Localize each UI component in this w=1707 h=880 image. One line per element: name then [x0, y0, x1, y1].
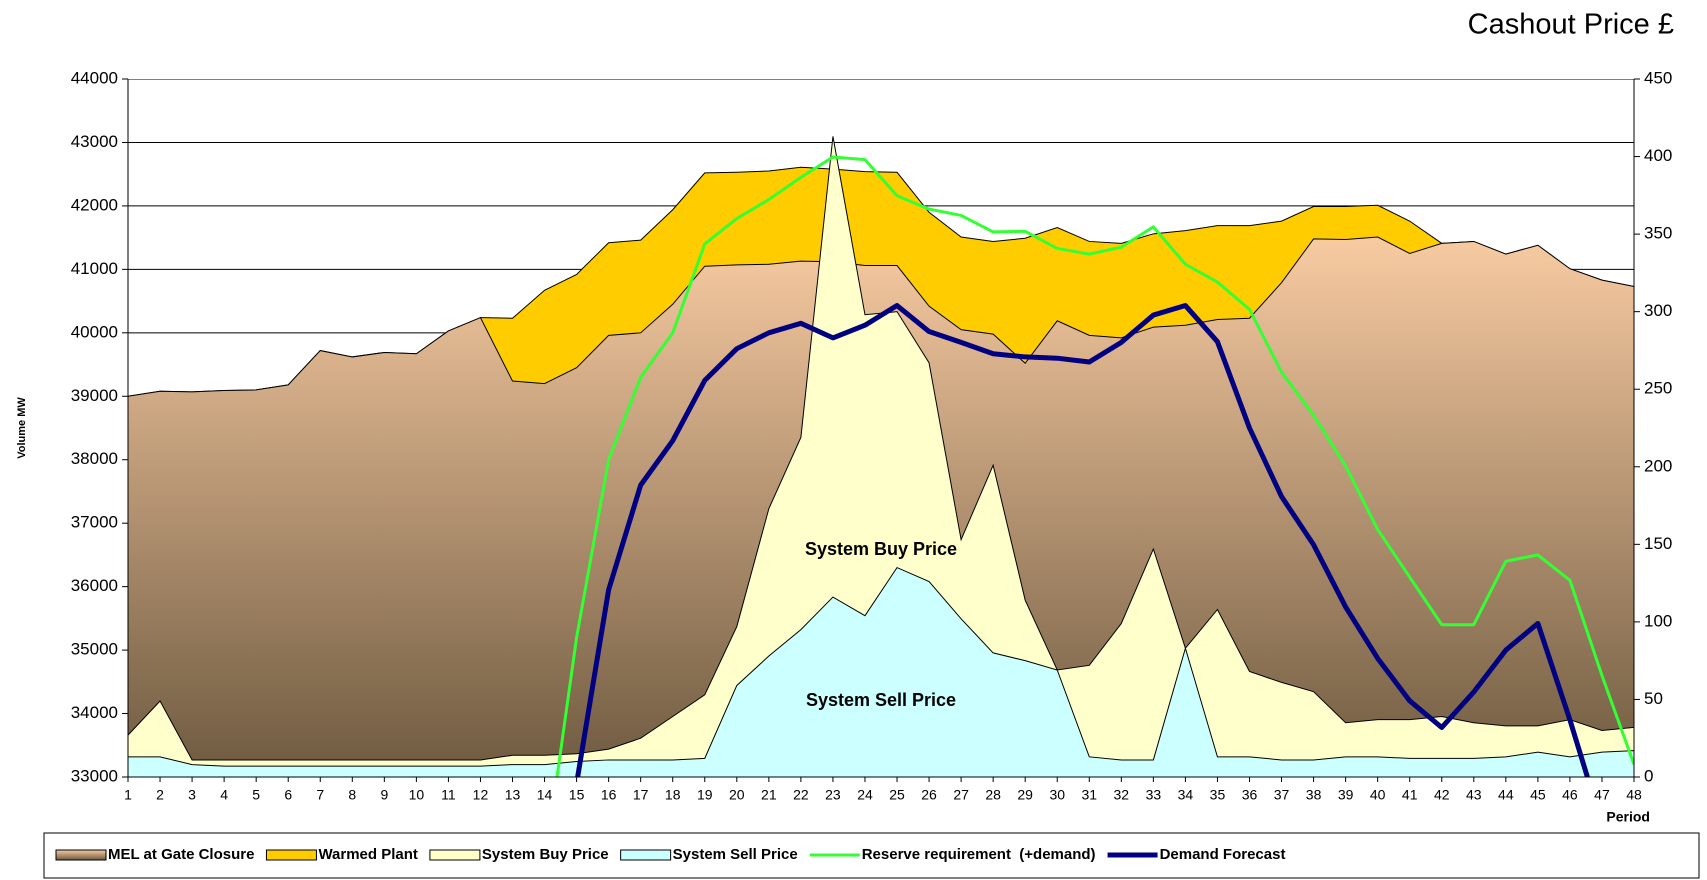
legend-swatch: [620, 849, 672, 861]
legend-label: Warmed Plant: [318, 846, 417, 863]
x-tick-label: 47: [1594, 787, 1610, 803]
y2-tick-label: 350: [1644, 224, 1672, 243]
legend-label: Demand Forecast: [1160, 846, 1286, 863]
legend-box: [43, 832, 1700, 879]
x-tick-label: 23: [825, 787, 841, 803]
x-tick-label: 29: [1017, 787, 1033, 803]
legend-label: MEL at Gate Closure: [108, 846, 254, 863]
x-tick-label: 38: [1306, 787, 1322, 803]
y-tick-label: 40000: [71, 322, 118, 341]
x-tick-label: 8: [348, 787, 356, 803]
y2-tick-label: 200: [1644, 456, 1672, 475]
line: [575, 303, 1591, 777]
x-tick-label: 13: [505, 787, 521, 803]
legend-label: Reserve requirement (+demand): [862, 846, 1096, 863]
x-tick-label: 30: [1049, 787, 1065, 803]
x-tick-label: 41: [1402, 787, 1418, 803]
x-tick-label: 44: [1498, 787, 1514, 803]
x-tick-label: 9: [380, 787, 388, 803]
y2-tick-label: 50: [1644, 689, 1663, 708]
x-tick-label: 34: [1178, 787, 1194, 803]
chart-title: Cashout Price £: [1468, 9, 1674, 41]
x-tick-label: 21: [761, 787, 777, 803]
x-tick-label: 3: [188, 787, 196, 803]
x-tick-label: 31: [1081, 787, 1097, 803]
y-tick-label: 38000: [71, 449, 118, 468]
y-tick-label: 43000: [71, 132, 118, 151]
x-tick-label: 46: [1562, 787, 1578, 803]
area: [128, 566, 1634, 777]
x-tick-label: 10: [409, 787, 425, 803]
legend-label: System Buy Price: [482, 846, 609, 863]
legend-swatch: [55, 849, 107, 861]
x-tick-label: 45: [1530, 787, 1546, 803]
x-tick-label: 6: [284, 787, 292, 803]
plot-area: [128, 79, 1634, 777]
x-tick-label: 35: [1210, 787, 1226, 803]
x-tick-label: 27: [953, 787, 969, 803]
legend-label: System Sell Price: [673, 846, 798, 863]
y2-tick-label: 400: [1644, 146, 1672, 165]
x-tick-label: 16: [601, 787, 617, 803]
y2-tick-label: 450: [1644, 68, 1672, 87]
x-axis-label: Period: [1606, 809, 1650, 825]
y2-tick-label: 250: [1644, 379, 1672, 398]
x-tick-label: 17: [633, 787, 649, 803]
line: [555, 155, 1634, 777]
x-tick-label: 24: [857, 787, 873, 803]
y2-tick-label: 0: [1644, 766, 1653, 785]
x-tick-label: 25: [889, 787, 905, 803]
y2-tick-label: 300: [1644, 301, 1672, 320]
x-tick-label: 12: [473, 787, 489, 803]
y-axis-label: Volume MW: [16, 397, 28, 459]
x-tick-label: 1: [124, 787, 132, 803]
x-tick-label: 5: [252, 787, 260, 803]
annotation: System Sell Price: [806, 690, 956, 710]
y2-tick-label: 100: [1644, 611, 1672, 630]
x-tick-label: 37: [1274, 787, 1290, 803]
x-tick-label: 36: [1242, 787, 1258, 803]
y-tick-label: 35000: [71, 640, 118, 659]
x-tick-label: 4: [220, 787, 228, 803]
legend-swatch: [429, 849, 481, 861]
annotation: System Buy Price: [805, 539, 957, 559]
x-tick-label: 39: [1338, 787, 1354, 803]
x-tick-label: 20: [729, 787, 745, 803]
y2-tick-label: 150: [1644, 534, 1672, 553]
x-tick-label: 2: [156, 787, 164, 803]
legend-swatch: [265, 849, 317, 861]
y-tick-label: 34000: [71, 703, 118, 722]
y-tick-label: 41000: [71, 259, 118, 278]
x-tick-label: 15: [569, 787, 585, 803]
y-tick-label: 37000: [71, 513, 118, 532]
x-tick-label: 40: [1370, 787, 1386, 803]
x-tick-label: 11: [441, 787, 456, 803]
x-tick-label: 18: [665, 787, 681, 803]
y-tick-label: 39000: [71, 386, 118, 405]
y-tick-label: 36000: [71, 576, 118, 595]
y-tick-label: 33000: [71, 766, 118, 785]
x-tick-label: 32: [1114, 787, 1130, 803]
y-tick-label: 44000: [71, 68, 118, 87]
x-tick-label: 7: [316, 787, 324, 803]
x-tick-label: 22: [793, 787, 809, 803]
x-tick-label: 43: [1466, 787, 1482, 803]
x-tick-label: 33: [1146, 787, 1162, 803]
x-tick-label: 26: [921, 787, 937, 803]
y-tick-label: 42000: [71, 195, 118, 214]
x-tick-label: 28: [985, 787, 1001, 803]
x-tick-label: 48: [1626, 787, 1642, 803]
x-tick-label: 42: [1434, 787, 1450, 803]
x-tick-label: 14: [537, 787, 553, 803]
x-tick-label: 19: [697, 787, 713, 803]
